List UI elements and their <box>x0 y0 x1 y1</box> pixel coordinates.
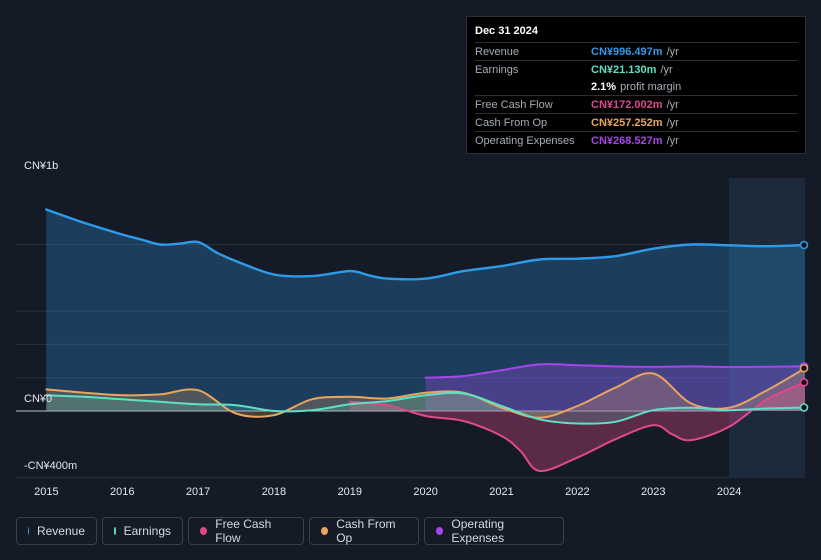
series-end-markers <box>799 240 809 412</box>
end-marker-revenue <box>799 240 809 250</box>
tooltip-row-opex: Operating Expenses CN¥268.527m /yr <box>475 131 798 149</box>
area-revenue <box>46 209 806 411</box>
tooltip-label: Free Cash Flow <box>475 98 553 111</box>
line-fcf <box>348 381 806 472</box>
legend-dot-fcf <box>200 527 208 535</box>
legend-revenue[interactable]: Revenue <box>16 517 97 545</box>
series-lines <box>45 208 807 472</box>
tooltip-value: CN¥996.497m <box>591 45 663 58</box>
tooltip-value: 2.1% <box>591 80 617 93</box>
x-tick-label: 2020 <box>413 486 437 498</box>
tooltip-unit: /yr <box>666 134 679 147</box>
x-tick-label: 2023 <box>641 486 665 498</box>
area-fcf <box>349 382 805 472</box>
legend-earnings[interactable]: Earnings <box>102 517 183 545</box>
legend-label-earnings: Earnings <box>123 524 171 538</box>
line-cfo <box>45 367 806 419</box>
tooltip-unit: /yr <box>666 98 679 111</box>
tooltip-row-cfo: Cash From Op CN¥257.252m /yr <box>475 113 798 131</box>
legend-cfo[interactable]: Cash From Op <box>309 517 419 545</box>
x-tick-label: 2018 <box>262 486 286 498</box>
y-tick-label-zero: CN¥0 <box>24 393 53 405</box>
tooltip-label: Cash From Op <box>475 116 548 129</box>
forecast-region <box>729 178 805 478</box>
x-tick-label: 2021 <box>489 486 513 498</box>
tooltip-row-earnings: Earnings CN¥21.130m /yr <box>475 60 798 78</box>
x-tick-label: 2019 <box>338 486 362 498</box>
tooltip-row-revenue: Revenue CN¥996.497m /yr <box>475 42 798 60</box>
line-revenue <box>45 208 807 281</box>
series-areas <box>46 209 806 472</box>
legend-fcf[interactable]: Free Cash Flow <box>188 517 304 545</box>
area-earnings <box>46 392 806 424</box>
tooltip-unit: /yr <box>666 116 679 129</box>
legend-label-opex: Operating Expenses <box>451 517 505 545</box>
legend-dot-revenue <box>28 527 29 535</box>
x-tick-label: 2017 <box>186 486 210 498</box>
x-tick-label: 2022 <box>565 486 589 498</box>
legend-opex[interactable]: Operating Expenses <box>424 517 564 545</box>
x-axis: 2015 2016 2017 2018 2019 2020 2021 2022 2023 2024 <box>34 486 741 498</box>
legend-label-revenue: Revenue <box>36 524 85 538</box>
tooltip-unit: /yr <box>666 45 679 58</box>
tooltip-label: Earnings <box>475 63 519 76</box>
line-earnings <box>45 391 806 425</box>
end-marker-fcf <box>799 378 809 387</box>
line-opex <box>424 363 806 379</box>
legend-dot-cfo <box>321 527 329 535</box>
tooltip-label: Revenue <box>475 45 520 58</box>
tooltip-row-fcf: Free Cash Flow CN¥172.002m /yr <box>475 95 798 113</box>
y-tick-label-bottom: -CN¥400m <box>24 460 78 472</box>
tooltip-value: CN¥21.130m <box>591 63 657 76</box>
legend-dot-earnings <box>114 527 116 535</box>
legend-dot-opex <box>436 527 444 535</box>
tooltip-date: Dec 31 2024 <box>475 25 538 37</box>
tooltip-row-margin: 2.1% profit margin <box>475 78 798 95</box>
x-tick-label: 2015 <box>34 486 58 498</box>
tooltip-unit: /yr <box>660 63 673 76</box>
tooltip-unit: profit margin <box>620 80 682 93</box>
x-tick-label: 2016 <box>110 486 134 498</box>
data-tooltip: Dec 31 2024 Revenue CN¥996.497m /yr Earn… <box>466 16 806 154</box>
x-tick-label: 2024 <box>717 486 741 498</box>
legend-label-cfo: Cash From Op <box>336 517 396 545</box>
end-marker-cfo <box>799 363 809 373</box>
tooltip-label: Operating Expenses <box>475 134 575 147</box>
tooltip-value: CN¥257.252m <box>591 116 663 129</box>
y-tick-label-top: CN¥1b <box>24 160 59 172</box>
tooltip-value: CN¥268.527m <box>591 134 663 147</box>
tooltip-value: CN¥172.002m <box>591 98 663 111</box>
end-marker-earnings <box>799 403 809 412</box>
legend-label-fcf: Free Cash Flow <box>215 517 272 545</box>
